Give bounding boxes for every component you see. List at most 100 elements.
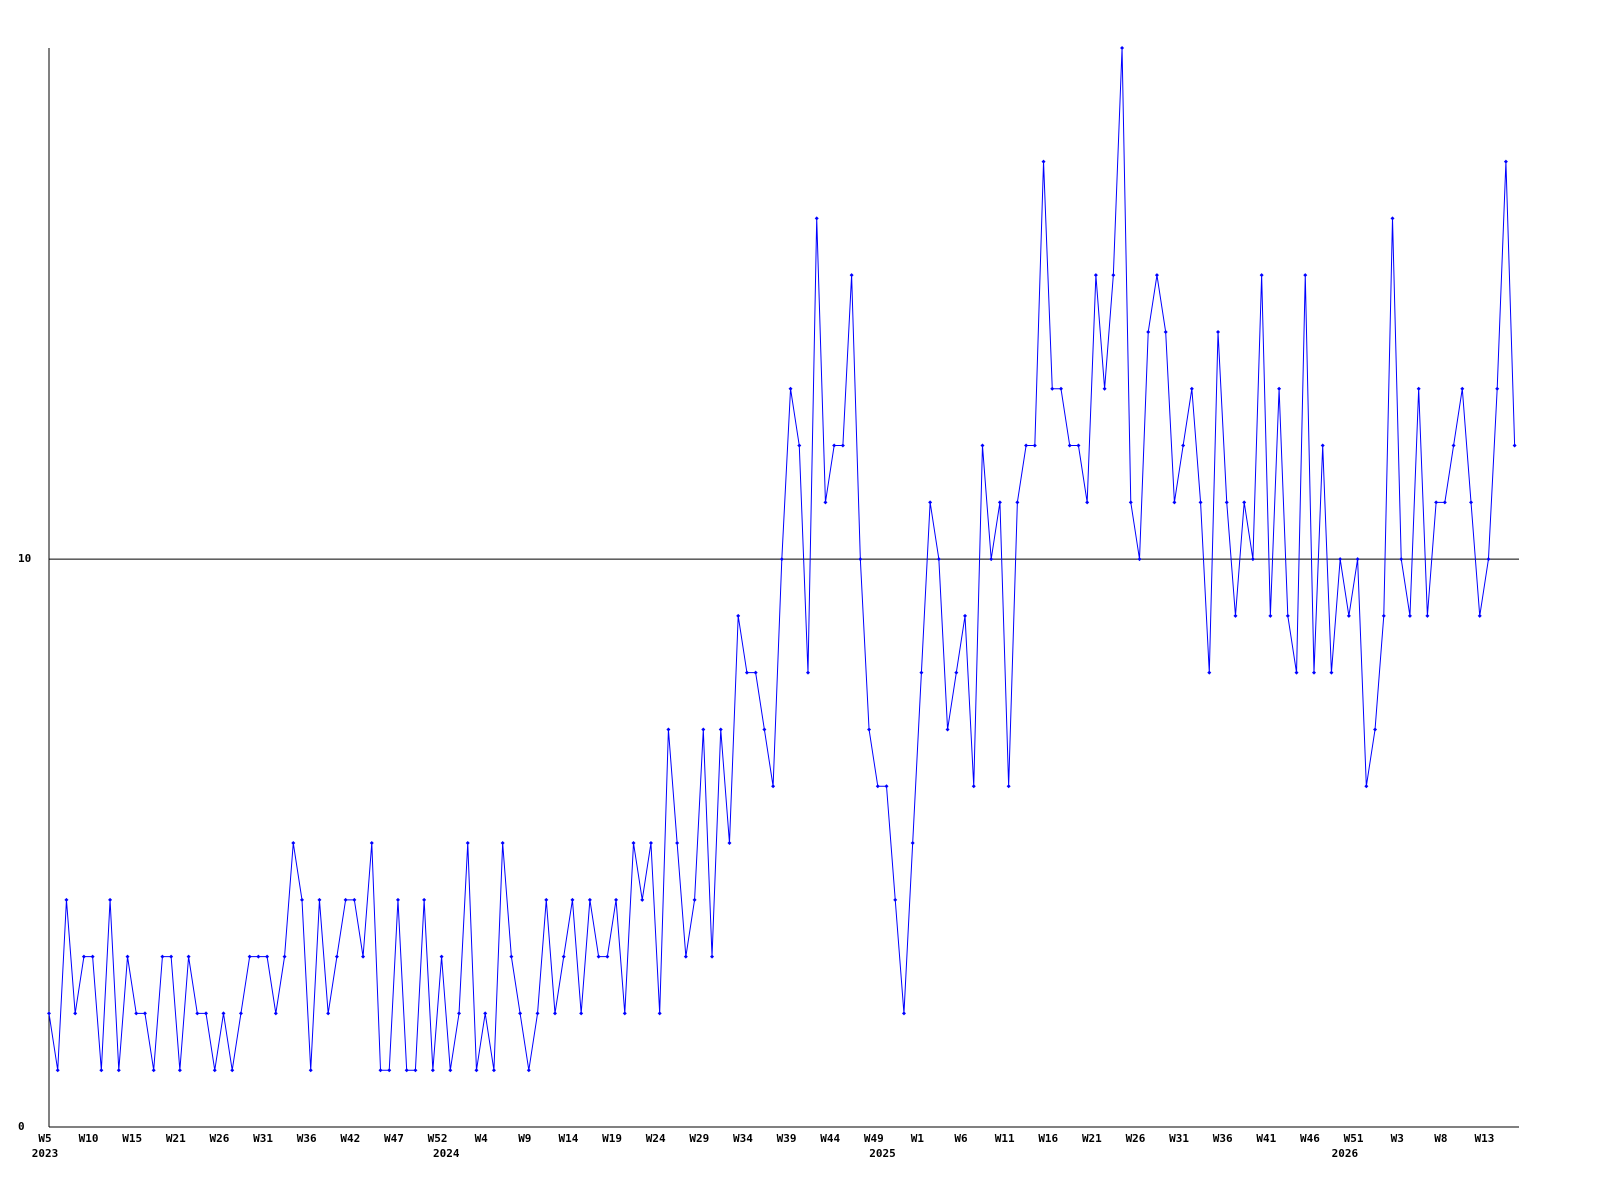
point	[1128, 500, 1133, 505]
point	[1181, 443, 1186, 448]
point	[378, 1068, 383, 1073]
x-tick-label: W44	[820, 1132, 840, 1145]
point	[727, 841, 732, 846]
point	[1442, 500, 1447, 505]
point	[963, 613, 968, 618]
point	[73, 1011, 78, 1016]
point	[151, 1068, 156, 1073]
point	[1163, 329, 1168, 334]
point	[422, 897, 427, 902]
point	[849, 273, 854, 278]
point	[762, 727, 767, 732]
point	[771, 784, 776, 789]
point	[744, 670, 749, 675]
x-tick-label: W26	[1126, 1132, 1146, 1145]
point	[1024, 443, 1029, 448]
point	[1111, 273, 1116, 278]
point	[614, 897, 619, 902]
point	[1503, 159, 1508, 164]
point	[701, 727, 706, 732]
point	[640, 897, 645, 902]
x-tick-label: W36	[297, 1132, 317, 1145]
point	[1381, 613, 1386, 618]
x-tick-label: W5	[38, 1132, 51, 1145]
x-tick-label: W39	[777, 1132, 797, 1145]
point	[797, 443, 802, 448]
point	[683, 954, 688, 959]
x-tick-label: W31	[253, 1132, 273, 1145]
point	[177, 1068, 182, 1073]
point	[317, 897, 322, 902]
x-tick-label: W31	[1169, 1132, 1189, 1145]
point	[788, 386, 793, 391]
point	[1373, 727, 1378, 732]
point	[169, 954, 174, 959]
point	[718, 727, 723, 732]
point	[1216, 329, 1221, 334]
point	[1076, 443, 1081, 448]
point	[1032, 443, 1037, 448]
point	[980, 443, 985, 448]
point	[212, 1068, 217, 1073]
point	[1041, 159, 1046, 164]
point	[1303, 273, 1308, 278]
x-tick-label: W8	[1434, 1132, 1447, 1145]
point	[919, 670, 924, 675]
point	[291, 841, 296, 846]
point	[99, 1068, 104, 1073]
point	[884, 784, 889, 789]
point	[1434, 500, 1439, 505]
point	[1050, 386, 1055, 391]
point	[631, 841, 636, 846]
point	[561, 954, 566, 959]
point	[1469, 500, 1474, 505]
point	[675, 841, 680, 846]
point	[1338, 557, 1343, 562]
point	[395, 897, 400, 902]
x-tick-label: W10	[79, 1132, 99, 1145]
point	[265, 954, 270, 959]
x-group-label: 2023	[32, 1147, 59, 1160]
point	[1259, 273, 1264, 278]
point	[736, 613, 741, 618]
point	[648, 841, 653, 846]
point	[1268, 613, 1273, 618]
point	[64, 897, 69, 902]
x-tick-label: W51	[1344, 1132, 1364, 1145]
point	[81, 954, 86, 959]
point	[1294, 670, 1299, 675]
point	[535, 1011, 540, 1016]
point	[779, 557, 784, 562]
point	[1058, 386, 1063, 391]
x-tick-label: W4	[475, 1132, 489, 1145]
point	[47, 1011, 51, 1016]
point	[1198, 500, 1203, 505]
point	[928, 500, 933, 505]
point	[1172, 500, 1177, 505]
point	[910, 841, 915, 846]
point	[1346, 613, 1351, 618]
point	[858, 557, 863, 562]
point	[518, 1011, 523, 1016]
point	[805, 670, 810, 675]
point	[657, 1011, 662, 1016]
point	[1154, 273, 1159, 278]
point	[1233, 613, 1238, 618]
point	[875, 784, 880, 789]
point	[710, 954, 715, 959]
point	[1390, 216, 1395, 221]
point	[570, 897, 575, 902]
point	[544, 897, 549, 902]
point	[413, 1068, 418, 1073]
x-tick-label: W41	[1256, 1132, 1276, 1145]
point	[439, 954, 444, 959]
x-tick-label: W36	[1213, 1132, 1233, 1145]
point	[500, 841, 505, 846]
point	[936, 557, 941, 562]
point	[1093, 273, 1098, 278]
point	[474, 1068, 479, 1073]
point	[989, 557, 994, 562]
x-tick-label: W11	[995, 1132, 1015, 1145]
point	[1067, 443, 1072, 448]
